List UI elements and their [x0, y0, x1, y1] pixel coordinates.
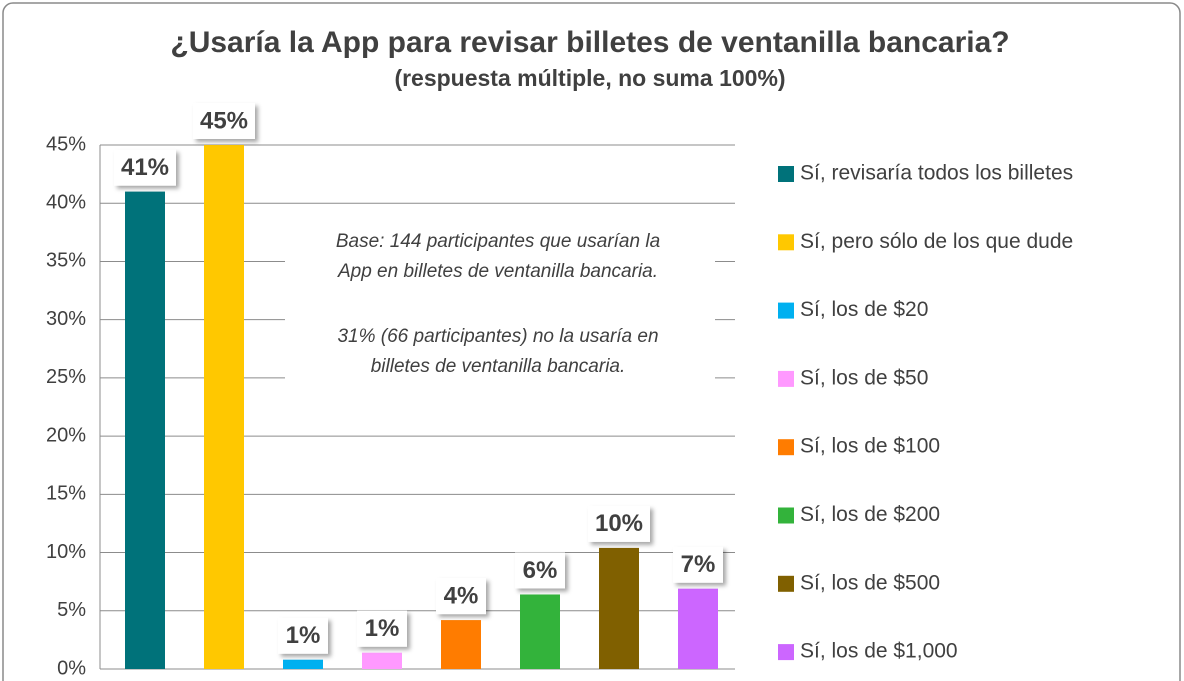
legend-swatch	[778, 644, 794, 661]
chart-subtitle: (respuesta múltiple, no suma 100%)	[394, 65, 785, 91]
data-label: 4%	[444, 582, 479, 609]
legend-swatch	[778, 302, 794, 319]
data-label-box	[357, 610, 407, 647]
bar	[283, 659, 323, 669]
data-label-box	[193, 103, 255, 139]
legend-label: Sí, revisaría todos los billetes	[800, 162, 1073, 185]
data-label: 45%	[200, 107, 248, 134]
legend-label: Sí, pero sólo de los que dude	[800, 230, 1073, 253]
legend-label: Sí, los de $500	[800, 571, 940, 594]
bar	[204, 145, 244, 669]
data-label-box	[278, 617, 328, 654]
legend-label: Sí, los de $50	[800, 366, 928, 389]
data-label: 1%	[365, 615, 400, 642]
annotation: App en billetes de ventanilla bancaria.	[337, 261, 658, 282]
data-label-box	[673, 546, 723, 583]
legend-swatch	[778, 507, 794, 524]
data-label-box	[436, 578, 486, 615]
legend-swatch	[778, 370, 794, 387]
legend-swatch	[778, 234, 794, 251]
y-tick-label: 45%	[46, 133, 86, 155]
data-label: 41%	[121, 154, 169, 181]
bar	[441, 620, 481, 669]
bar	[362, 652, 402, 669]
y-tick-label: 10%	[46, 541, 86, 563]
data-label: 1%	[286, 622, 321, 649]
data-label: 7%	[681, 551, 716, 578]
annotation-box	[285, 222, 715, 382]
y-tick-label: 35%	[46, 250, 86, 272]
data-label: 10%	[595, 510, 643, 537]
y-tick-label: 15%	[46, 483, 86, 505]
data-label-box	[114, 149, 176, 186]
annotation: 31% (66 participantes) no la usaría en	[337, 326, 658, 347]
chart-title: ¿Usaría la App para revisar billetes de …	[170, 26, 1009, 59]
bar	[520, 594, 560, 669]
legend-label: Sí, los de $1,000	[800, 640, 958, 663]
legend-label: Sí, los de $100	[800, 435, 940, 458]
y-tick-label: 5%	[57, 599, 86, 621]
bar	[678, 588, 718, 669]
bar	[599, 547, 639, 669]
legend-swatch	[778, 575, 794, 592]
legend-swatch	[778, 166, 794, 182]
annotation: Base: 144 participantes que usarían la	[336, 231, 660, 252]
y-tick-label: 25%	[46, 366, 86, 388]
y-tick-label: 40%	[46, 192, 86, 214]
data-label-box	[515, 552, 565, 589]
legend-label: Sí, los de $20	[800, 298, 928, 321]
y-tick-label: 0%	[57, 657, 86, 679]
y-tick-label: 20%	[46, 424, 86, 446]
legend-swatch	[778, 439, 794, 456]
y-tick-label: 30%	[46, 308, 86, 330]
annotation: billetes de ventanilla bancaria.	[371, 356, 626, 377]
data-label: 6%	[523, 557, 558, 584]
bar	[125, 191, 165, 670]
legend-label: Sí, los de $200	[800, 503, 940, 526]
data-label-box	[588, 505, 650, 542]
